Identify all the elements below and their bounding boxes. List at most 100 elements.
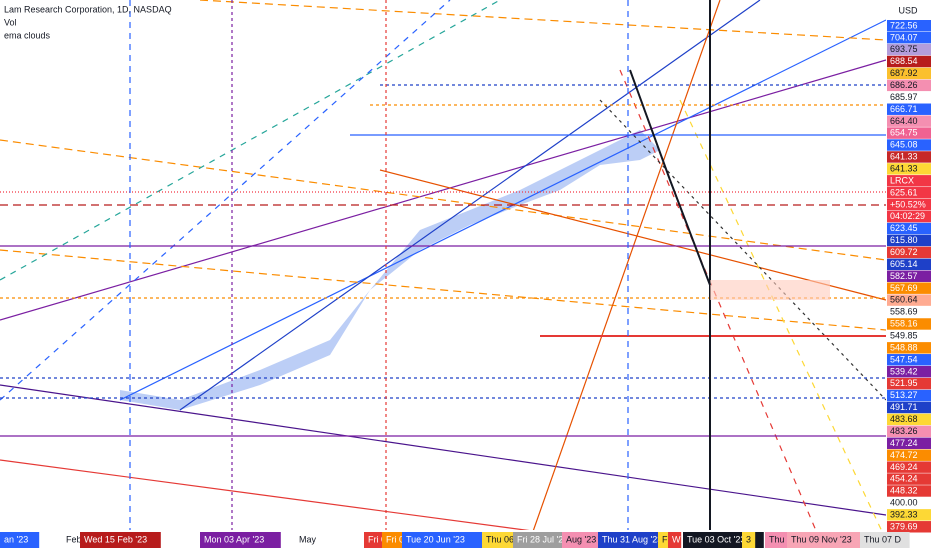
time-label: Thu 09 Nov '23 (791, 534, 852, 544)
time-label: 3 (746, 534, 751, 544)
trend-line (529, 0, 721, 541)
price-label-bg (887, 67, 931, 80)
price-label-bg (887, 91, 931, 104)
price-label: 483.26 (890, 426, 918, 436)
price-label: 625.61 (890, 187, 918, 197)
price-label-bg (887, 127, 931, 139)
price-label: 454.24 (890, 474, 918, 484)
price-label: 641.33 (890, 164, 918, 174)
price-label: 582.57 (890, 271, 918, 281)
price-label-bg (887, 437, 931, 449)
time-label: F (662, 534, 668, 544)
arrow (629, 69, 711, 286)
time-label: Wed 15 Feb '23 (84, 534, 147, 544)
time-label-bg (668, 532, 682, 548)
price-label-bg (887, 222, 931, 235)
price-label-bg (887, 318, 931, 330)
price-label: 549.85 (890, 331, 918, 341)
price-label-bg (887, 497, 931, 509)
price-label-bg (887, 43, 931, 56)
price-label-bg (887, 521, 931, 533)
time-label-bg (200, 532, 281, 548)
price-label: 392.33 (890, 509, 918, 519)
price-label-bg (887, 282, 931, 294)
price-label-bg (887, 270, 931, 282)
price-label: 567.69 (890, 283, 918, 293)
trend-line (199, 0, 887, 41)
price-label: 477.24 (890, 438, 918, 448)
price-label-bg (887, 342, 931, 354)
price-label: 688.54 (890, 56, 918, 66)
price-label-bg (887, 246, 931, 259)
time-label: May (299, 534, 317, 544)
time-label: Tue 03 Oct '23 (687, 534, 745, 544)
price-label: 469.24 (890, 462, 918, 472)
price-label-bg (887, 389, 931, 402)
price-label-bg (887, 103, 931, 115)
zone (710, 280, 830, 300)
time-label-bg (765, 532, 789, 548)
price-label-bg (887, 294, 931, 306)
time-label: W (672, 534, 681, 544)
trend-line (599, 99, 887, 401)
trend-line (379, 169, 887, 301)
time-label: Fri 0 (368, 534, 386, 544)
price-label: 558.69 (890, 307, 918, 317)
price-label-bg (887, 139, 931, 151)
price-label-bg (887, 473, 931, 485)
price-label-bg (887, 365, 931, 378)
price-label: 615.80 (890, 235, 918, 245)
price-label: 547.54 (890, 354, 918, 364)
price-label-bg (887, 175, 931, 187)
price-label: 654.75 (890, 128, 918, 138)
price-label: 664.40 (890, 116, 918, 126)
price-label-bg (887, 79, 931, 92)
price-label: 483.68 (890, 414, 918, 424)
price-label-bg (887, 354, 931, 366)
price-label: 623.45 (890, 223, 918, 233)
price-label: 605.14 (890, 259, 918, 269)
price-label: 04:02:29 (890, 211, 925, 221)
time-label-bg (860, 532, 910, 548)
price-label-bg (887, 187, 931, 199)
price-label: 539.42 (890, 366, 918, 376)
time-label: Aug '23 (566, 534, 596, 544)
time-label-bg (742, 532, 756, 548)
trend-line (0, 459, 601, 541)
price-label: LRCX (890, 175, 914, 185)
price-label-bg (887, 151, 931, 163)
price-label: +50.52% (890, 199, 926, 209)
price-label-bg (887, 115, 931, 127)
price-label: 722.56 (890, 20, 918, 30)
price-label-bg (887, 449, 931, 461)
ema-cloud (120, 130, 660, 410)
time-label-bg (295, 532, 319, 548)
trend-line (0, 249, 887, 331)
price-label-bg (887, 31, 931, 44)
time-label: Thu (769, 534, 785, 544)
price-label: 641.33 (890, 152, 918, 162)
trend-line (0, 139, 887, 261)
price-label: 400.00 (890, 498, 918, 508)
trend-line (119, 19, 887, 401)
time-label: Thu 07 D (864, 534, 902, 544)
time-label: Thu 31 Aug '23 (602, 534, 662, 544)
price-label-bg (887, 485, 931, 497)
price-label-bg (887, 425, 931, 438)
trend-line (679, 99, 887, 541)
price-label: 379.69 (890, 521, 918, 531)
time-label: Fri 28 Jul '23 (517, 534, 568, 544)
time-label-bg (658, 532, 672, 548)
price-label: 448.32 (890, 486, 918, 496)
time-label-bg (562, 532, 607, 548)
drawings (0, 0, 887, 541)
price-label-bg (887, 461, 931, 473)
price-label-bg (887, 234, 931, 247)
price-label-bg (887, 210, 931, 223)
time-label: Mon 03 Apr '23 (204, 534, 264, 544)
price-label: 491.71 (890, 402, 918, 412)
price-label-bg (887, 20, 931, 32)
price-label: 558.16 (890, 319, 918, 329)
price-label-bg (887, 163, 931, 175)
